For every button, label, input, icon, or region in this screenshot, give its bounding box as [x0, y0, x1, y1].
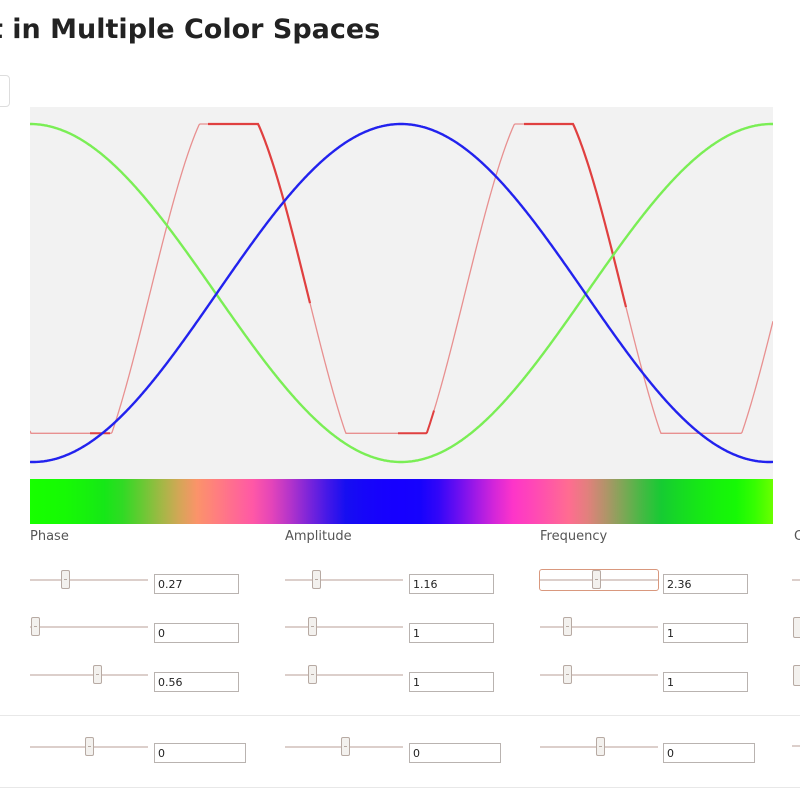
slider-thumb[interactable] — [563, 617, 572, 636]
amplitude-green-input[interactable] — [409, 623, 494, 643]
red-channel-clip-segment — [524, 122, 628, 308]
page-title: t in Multiple Color Spaces — [0, 14, 381, 45]
amplitude-label: Amplitude — [285, 529, 352, 544]
phase-blue-input[interactable] — [154, 672, 239, 692]
offset-red-slider[interactable] — [792, 579, 800, 581]
amplitude-green-slider[interactable] — [285, 617, 403, 637]
slider-thumb[interactable] — [596, 737, 605, 756]
slider-thumb[interactable] — [308, 665, 317, 684]
phase-extra-input[interactable] — [154, 743, 246, 763]
red-channel-curve — [30, 123, 773, 434]
frequency-blue-input[interactable] — [663, 672, 748, 692]
offset-extra-slider[interactable] — [792, 745, 800, 747]
red-channel-trough-segment — [398, 410, 435, 435]
frequency-green-input[interactable] — [663, 623, 748, 643]
phase-extra-slider[interactable] — [30, 737, 148, 757]
frequency-red-slider[interactable] — [539, 569, 659, 591]
amplitude-extra-input[interactable] — [409, 743, 501, 763]
offset-green-slider[interactable] — [793, 617, 800, 638]
frequency-green-slider[interactable] — [540, 617, 658, 637]
curve-plot — [30, 107, 773, 480]
slider-thumb[interactable] — [61, 570, 70, 589]
slider-thumb[interactable] — [592, 570, 601, 589]
slider-thumb[interactable] — [312, 570, 321, 589]
amplitude-extra-slider[interactable] — [285, 737, 403, 757]
green-channel-curve — [30, 122, 773, 464]
offset-label: O — [794, 529, 800, 544]
phase-green-input[interactable] — [154, 623, 239, 643]
section-divider — [0, 715, 800, 716]
frequency-extra-input[interactable] — [663, 743, 755, 763]
amplitude-blue-input[interactable] — [409, 672, 494, 692]
slider-thumb[interactable] — [85, 737, 94, 756]
frequency-label: Frequency — [540, 529, 608, 544]
color-gradient-bar — [30, 479, 773, 524]
slider-thumb[interactable] — [308, 617, 317, 636]
offset-blue-slider[interactable] — [793, 665, 800, 686]
amplitude-blue-slider[interactable] — [285, 665, 403, 685]
slider-thumb[interactable] — [341, 737, 350, 756]
frequency-extra-slider[interactable] — [540, 737, 658, 757]
toolbar-button[interactable] — [0, 75, 10, 107]
frequency-red-input[interactable] — [663, 574, 748, 594]
phase-green-slider[interactable] — [30, 617, 148, 637]
blue-channel-curve — [30, 122, 773, 464]
amplitude-red-input[interactable] — [409, 574, 494, 594]
phase-blue-slider[interactable] — [30, 665, 148, 685]
red-channel-clip-segment — [208, 122, 312, 304]
amplitude-red-slider[interactable] — [285, 570, 403, 590]
slider-thumb[interactable] — [31, 617, 40, 636]
slider-thumb[interactable] — [563, 665, 572, 684]
slider-thumb[interactable] — [93, 665, 102, 684]
phase-red-input[interactable] — [154, 574, 239, 594]
section-divider — [0, 787, 800, 788]
frequency-blue-slider[interactable] — [540, 665, 658, 685]
phase-label: Phase — [30, 529, 69, 544]
phase-red-slider[interactable] — [30, 570, 148, 590]
